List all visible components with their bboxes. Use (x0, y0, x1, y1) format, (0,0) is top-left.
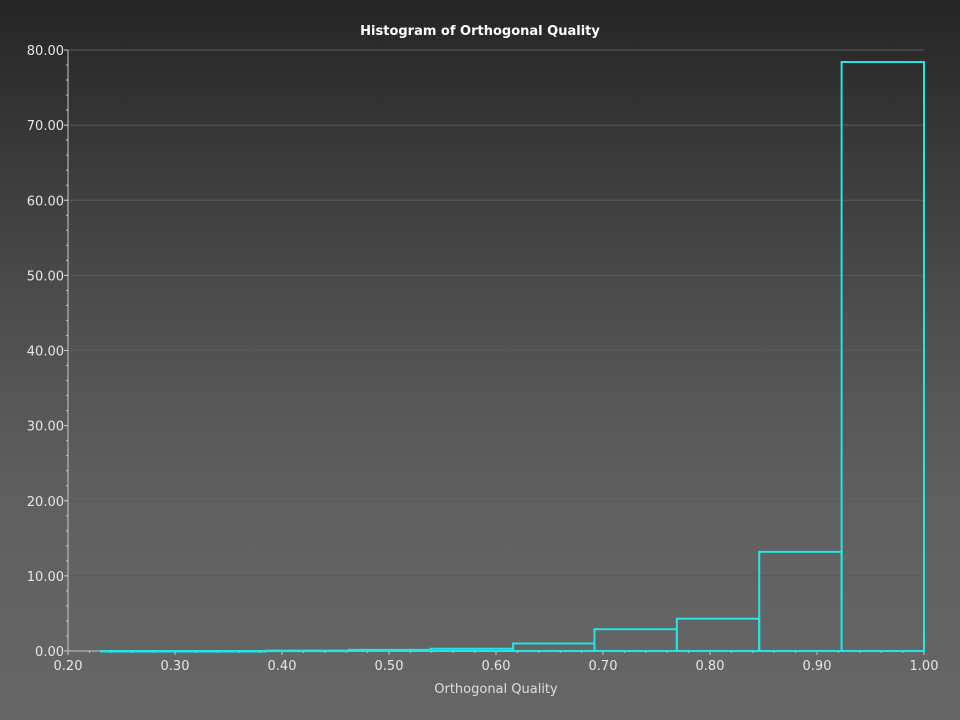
x-tick-label: 0.30 (161, 659, 190, 674)
tick-labels: 0.00 10.00 20.00 30.00 40.00 50.00 60.00 70.00 8… (27, 44, 939, 674)
y-tick-label: 30.00 (27, 420, 64, 435)
x-tick-label: 0.60 (482, 659, 511, 674)
chart-title: Histogram of Orthogonal Quality (360, 24, 600, 39)
x-tick-label: 0.80 (696, 659, 725, 674)
histogram-bar (675, 617, 761, 652)
histogram-bar (429, 647, 515, 653)
x-tick-label: 0.50 (375, 659, 404, 674)
x-tick-label: 0.40 (268, 659, 297, 674)
grid-lines (68, 49, 924, 577)
axes (64, 49, 925, 655)
histogram-bar (593, 628, 678, 652)
y-tick-label: 10.00 (27, 570, 64, 585)
x-tick-label: 1.00 (910, 659, 939, 674)
x-tick-label: 0.70 (589, 659, 618, 674)
y-tick-label: 20.00 (27, 495, 64, 510)
x-tick-label: 0.20 (54, 659, 83, 674)
histogram-bars (100, 61, 925, 653)
y-tick-label: 50.00 (27, 269, 64, 284)
histogram-bar (347, 648, 432, 652)
y-tick-label: 80.00 (27, 44, 64, 59)
histogram-bar (100, 650, 185, 653)
histogram-bar (182, 650, 267, 653)
y-tick-label: 0.00 (35, 645, 64, 660)
histogram-bar (840, 61, 925, 652)
histogram-bar (264, 649, 350, 653)
y-tick-label: 60.00 (27, 194, 64, 209)
y-tick-label: 70.00 (27, 119, 64, 134)
histogram-bar (512, 642, 596, 652)
x-axis-label: Orthogonal Quality (434, 682, 558, 697)
x-tick-label: 0.90 (803, 659, 832, 674)
y-tick-label: 40.00 (27, 345, 64, 360)
histogram-bar (758, 550, 843, 653)
